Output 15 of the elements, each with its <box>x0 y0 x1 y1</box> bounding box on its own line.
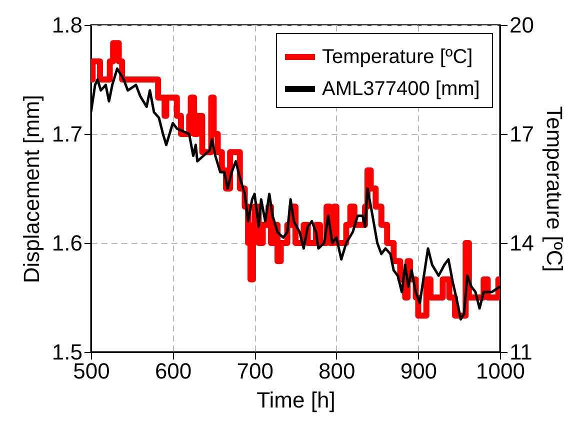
legend-label: Temperature [ºC] <box>322 46 473 68</box>
y2-tick-label: 17 <box>510 122 534 146</box>
y-axis-title: Displacement [mm] <box>18 94 44 284</box>
x-axis-title: Time [h] <box>256 388 336 412</box>
x-tick-label: 900 <box>400 358 438 384</box>
y-tick-label: 1.8 <box>52 12 82 38</box>
x-tick-label: 600 <box>154 358 192 384</box>
legend-label: AML377400 [mm] <box>322 78 480 100</box>
y2-tick-label: 20 <box>510 12 534 38</box>
x-tick-label: 800 <box>318 358 356 384</box>
y-tick-label: 1.6 <box>52 230 82 256</box>
y-tick-label: 1.7 <box>52 122 82 146</box>
y2-axis-title: Temperature [ºC] <box>542 106 567 272</box>
x-tick-label: 700 <box>236 358 274 384</box>
y2-tick-label: 14 <box>510 230 534 256</box>
